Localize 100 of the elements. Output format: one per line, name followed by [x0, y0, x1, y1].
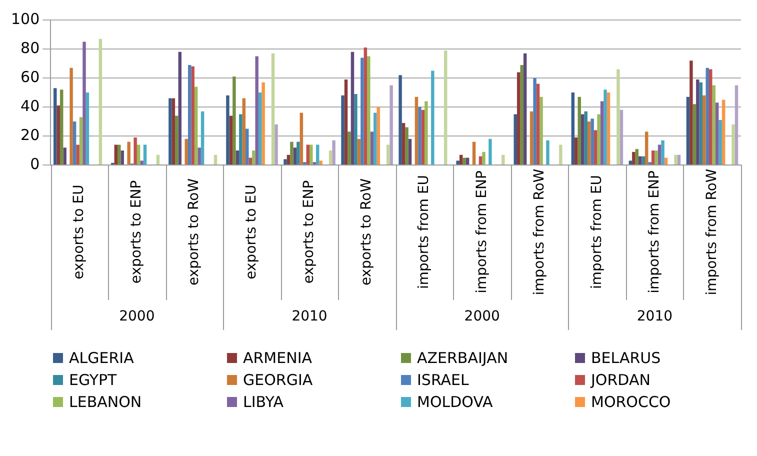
bar	[306, 144, 310, 164]
bar	[635, 149, 639, 164]
bar	[734, 85, 738, 164]
bar	[699, 82, 703, 164]
bar	[239, 114, 242, 164]
bar	[118, 144, 121, 164]
x-tick-label: imports from ENP	[646, 170, 662, 294]
legend-label: EGYPT	[69, 371, 117, 389]
legend-label: MOLDOVA	[417, 393, 493, 411]
bar	[620, 110, 624, 164]
bar	[82, 42, 86, 164]
bar	[578, 96, 581, 164]
x-tick-label: imports from EU	[588, 174, 605, 290]
legend-label: LIBYA	[243, 393, 284, 411]
bar	[706, 68, 709, 164]
bar	[584, 111, 588, 164]
x-tick-label: exports to EU	[244, 184, 260, 280]
text: 2000	[119, 308, 155, 325]
bar	[229, 116, 233, 164]
bar	[296, 142, 300, 164]
bar	[242, 98, 246, 164]
bar	[597, 114, 600, 164]
bar	[191, 66, 194, 164]
bar	[76, 144, 80, 164]
bar	[421, 110, 425, 164]
bar	[376, 107, 380, 164]
bar	[271, 53, 275, 164]
bar	[226, 95, 230, 164]
bar	[472, 142, 476, 164]
legend-label: ARMENIA	[243, 349, 312, 367]
x-tick-label: exports to RoW	[358, 178, 375, 286]
legend-label: ALGERIA	[69, 349, 134, 367]
bar	[696, 79, 700, 164]
bar	[516, 72, 520, 164]
bar	[606, 92, 610, 164]
bar	[98, 38, 102, 164]
bar	[354, 94, 358, 164]
bar	[367, 56, 370, 164]
x-tick-label: imports from RoW	[704, 168, 720, 296]
bar	[175, 116, 178, 164]
bar	[262, 82, 265, 164]
bar	[431, 70, 434, 164]
bar	[444, 50, 448, 164]
bar	[642, 156, 645, 164]
text: 2010	[636, 308, 673, 325]
bar	[530, 111, 534, 164]
bar	[732, 124, 735, 164]
bar	[536, 84, 540, 164]
bar	[402, 122, 406, 164]
bar	[587, 122, 591, 164]
bar	[143, 144, 147, 164]
bar	[328, 150, 332, 164]
bar	[172, 98, 176, 164]
bar	[654, 150, 658, 164]
bar	[168, 98, 172, 164]
legend-label: MOROCCO	[591, 393, 671, 411]
bar	[60, 90, 64, 164]
bar	[156, 154, 160, 164]
x-tick-label: exports to RoW	[186, 178, 202, 286]
y-tick-label: 0	[30, 154, 40, 173]
bar	[456, 160, 460, 164]
bar	[316, 144, 320, 164]
bar	[188, 64, 192, 164]
bar	[488, 138, 492, 164]
bar	[709, 69, 712, 164]
bar	[258, 92, 262, 164]
bar	[580, 114, 584, 164]
bar	[398, 75, 402, 164]
y-tick-label: 20	[20, 126, 40, 144]
bar	[520, 64, 524, 164]
bar	[664, 158, 668, 164]
bar	[350, 52, 354, 164]
bar	[248, 158, 252, 164]
bar	[364, 48, 368, 164]
bar	[136, 144, 140, 164]
bar	[341, 95, 344, 164]
bar	[56, 106, 60, 164]
bar	[722, 100, 726, 164]
bar	[462, 158, 466, 164]
bar	[79, 117, 83, 164]
bar	[70, 68, 73, 164]
bar	[690, 60, 693, 164]
bar	[360, 58, 364, 164]
bar	[194, 86, 198, 164]
bar	[300, 112, 304, 164]
bar	[390, 85, 393, 164]
legend-label: BELARUS	[591, 349, 661, 367]
bar	[478, 156, 482, 164]
y-tick-label: 60	[20, 68, 40, 86]
x-tick-label: exports to ENP	[128, 180, 145, 284]
bar	[370, 132, 374, 164]
text: 2010	[292, 308, 328, 325]
bar	[574, 137, 578, 164]
bar	[604, 90, 607, 164]
bar	[252, 150, 256, 164]
bar	[718, 120, 722, 164]
bar	[386, 144, 390, 164]
bar	[405, 127, 408, 164]
bar	[114, 144, 118, 164]
bar	[658, 144, 662, 164]
